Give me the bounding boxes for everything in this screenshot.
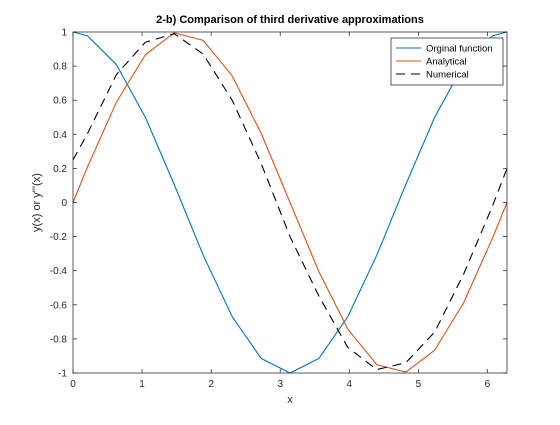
y-tick-label: -0.8 [50,334,68,345]
series-line-2 [72,32,508,373]
legend: Orginal function Analytical Numerical [390,37,504,86]
x-tick-label: 2 [208,379,214,390]
y-tick-label: -0.2 [50,232,68,243]
y-axis: 1 0.8 0.6 0.4 0.2 0 -0.2 -0.4 -0.6 -0.8 -1 [50,28,507,380]
y-tick-label: -1 [58,369,67,380]
x-tick-label: 1 [139,379,145,390]
x-tick-label: 6 [485,379,491,390]
legend-label: Numerical [426,70,469,81]
x-tick-label: 4 [347,379,353,390]
y-tick-label: 0.8 [53,62,67,73]
x-axis-label: x [287,394,293,406]
legend-label: Orginal function [426,44,493,55]
legend-label: Analytical [426,57,467,68]
x-tick-label: 0 [70,379,76,390]
y-tick-label: 0.6 [53,96,67,107]
y-tick-label: -0.6 [50,300,68,311]
chart-title: 2-b) Comparison of third derivative appr… [156,14,424,26]
series-line-3 [72,33,508,371]
y-axis-label: y(x) or y'''(x) [31,173,43,232]
y-tick-label: -0.4 [50,266,68,277]
y-tick-label: 0.4 [53,130,67,141]
x-tick-label: 5 [416,379,422,390]
x-axis: 0 1 2 3 4 5 6 [70,32,491,390]
y-tick-label: 1 [61,28,67,39]
x-tick-label: 3 [277,379,283,390]
y-tick-label: 0 [61,198,67,209]
y-tick-label: 0.2 [53,164,67,175]
